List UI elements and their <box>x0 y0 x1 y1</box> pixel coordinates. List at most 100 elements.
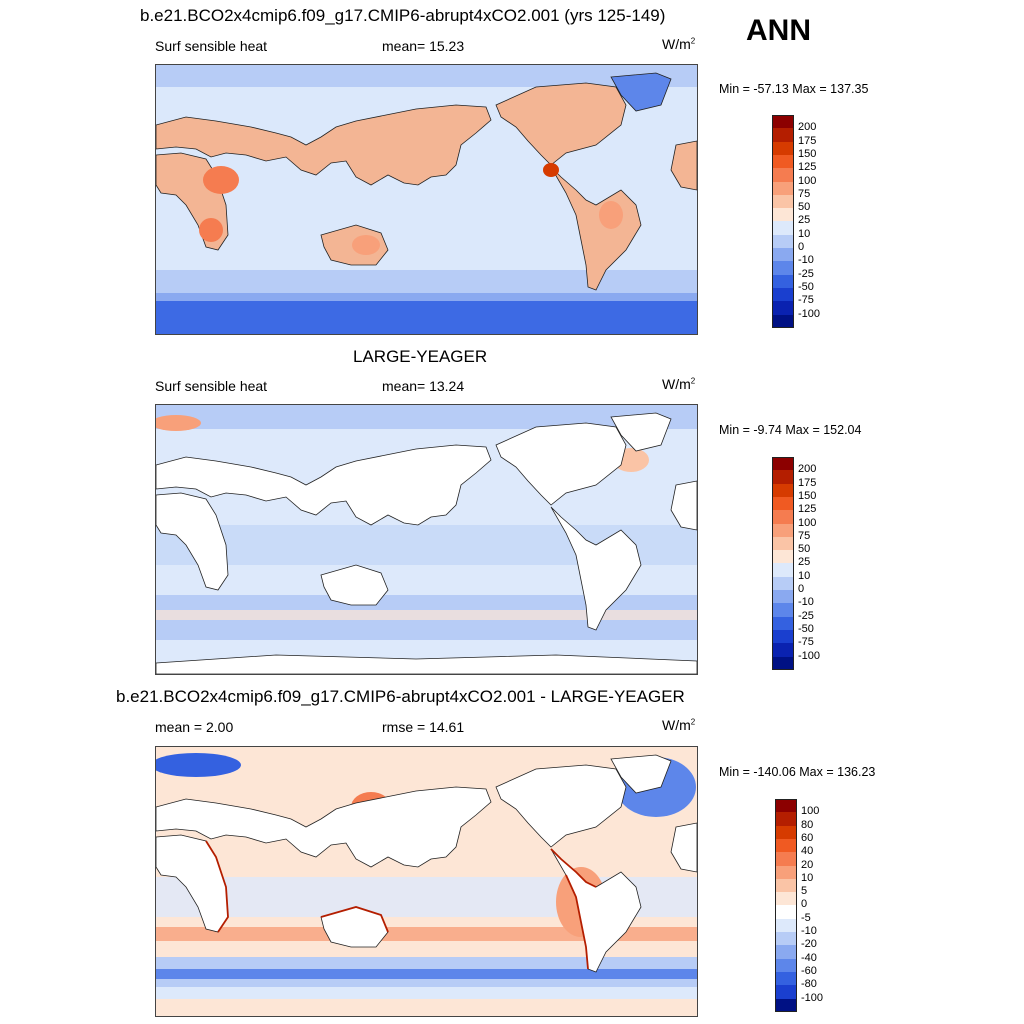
colorbar-swatch <box>775 812 797 827</box>
colorbar-tick-label: 25 <box>798 556 811 569</box>
colorbar-swatch <box>772 274 794 289</box>
colorbar-tick-label: -20 <box>801 938 817 951</box>
colorbar-tick-label: -40 <box>801 951 817 964</box>
colorbar-swatch <box>772 563 794 578</box>
colorbar-swatch <box>772 523 794 538</box>
colorbar-swatch <box>772 194 794 209</box>
panel1-minmax: Min = -57.13 Max = 137.35 <box>719 82 869 96</box>
colorbar-swatch <box>775 892 797 906</box>
panel2-variable-label: Surf sensible heat <box>155 378 268 394</box>
colorbar-swatch <box>772 496 794 511</box>
panel3-mean-label: mean = 2.00 <box>155 719 234 735</box>
colorbar-swatch <box>775 932 797 946</box>
colorbar-tick-label: 125 <box>798 503 817 516</box>
colorbar-swatch <box>775 852 797 866</box>
colorbar-swatch <box>772 248 794 262</box>
colorbar-swatch <box>772 483 794 498</box>
colorbar-swatch <box>772 643 794 657</box>
panel2-title: LARGE-YEAGER <box>353 347 488 366</box>
colorbar-tick-label: 175 <box>798 476 817 489</box>
colorbar-swatch <box>772 510 794 524</box>
colorbar-swatch <box>772 287 794 302</box>
panel3-minmax: Min = -140.06 Max = 136.23 <box>719 765 876 779</box>
colorbar-swatch <box>775 905 797 920</box>
colorbar-tick-label: -60 <box>801 964 817 977</box>
colorbar-tick-label: -50 <box>798 622 814 635</box>
panel3-map <box>155 746 698 1017</box>
colorbar-tick-label: 10 <box>798 227 811 240</box>
colorbar-swatch <box>772 603 794 618</box>
colorbar-tick-label: -100 <box>801 991 824 1004</box>
panel1-title: b.e21.BCO2x4cmip6.f09_g17.CMIP6-abrupt4x… <box>140 6 666 25</box>
colorbar-swatch <box>772 261 794 276</box>
colorbar-tick-label: 150 <box>798 147 817 160</box>
panel3-rmse-label: rmse = 14.61 <box>382 719 465 735</box>
colorbar-swatch <box>772 616 794 631</box>
panel1-continents <box>156 82 697 291</box>
colorbar-tick-label: -80 <box>801 978 817 991</box>
colorbar-swatch <box>775 825 797 840</box>
colorbar-tick-label: 60 <box>801 831 814 844</box>
panel2-minmax: Min = -9.74 Max = 152.04 <box>719 423 862 437</box>
colorbar-swatch <box>772 470 794 485</box>
panel3-continents <box>156 754 697 973</box>
colorbar-tick-label: -75 <box>798 294 814 307</box>
colorbar-swatch <box>775 971 797 986</box>
colorbar-swatch <box>772 576 794 591</box>
colorbar-tick-label: -25 <box>798 267 814 280</box>
colorbar-tick-label: 150 <box>798 489 817 502</box>
colorbar-swatch <box>775 799 797 813</box>
colorbar-swatch <box>772 457 794 471</box>
colorbar-tick-label: 80 <box>801 818 814 831</box>
panel3-units: W/m2 <box>662 717 696 733</box>
colorbar-tick-label: -100 <box>798 307 821 320</box>
colorbar-tick-label: 100 <box>798 516 817 529</box>
colorbar-swatch <box>772 208 794 222</box>
colorbar-swatch <box>775 998 797 1013</box>
colorbar-swatch <box>772 168 794 182</box>
colorbar-tick-label: 20 <box>801 858 814 871</box>
colorbar-tick-label: 125 <box>798 161 817 174</box>
colorbar-swatch <box>775 958 797 973</box>
colorbar-tick-label: 200 <box>798 463 817 476</box>
panel2-continents <box>156 412 697 674</box>
colorbar-swatch <box>775 878 797 893</box>
colorbar-tick-label: -10 <box>798 254 814 267</box>
colorbar-tick-label: -25 <box>798 609 814 622</box>
colorbar-tick-label: -5 <box>801 911 811 924</box>
colorbar-tick-label: 0 <box>798 241 805 253</box>
colorbar-swatch <box>772 128 794 143</box>
colorbar-swatch <box>772 550 794 564</box>
colorbar-tick-label: 200 <box>798 121 817 134</box>
colorbar-swatch <box>775 985 797 999</box>
colorbar-tick-label: -10 <box>801 925 817 937</box>
colorbar-tick-label: -75 <box>798 636 814 649</box>
colorbar-tick-label: 5 <box>801 885 808 898</box>
colorbar-tick-label: 10 <box>798 569 811 582</box>
panel2-mean-label: mean= 13.24 <box>382 378 465 394</box>
colorbar-swatch <box>775 838 797 853</box>
colorbar-swatch <box>772 629 794 644</box>
panel2-units: W/m2 <box>662 376 696 392</box>
colorbar-swatch <box>772 536 794 551</box>
colorbar-swatch <box>772 656 794 671</box>
colorbar-tick-label: 10 <box>801 871 814 884</box>
colorbar-swatch <box>772 301 794 315</box>
colorbar-swatch <box>775 918 797 933</box>
panel1-arctic-band <box>156 65 697 87</box>
panel1-variable-label: Surf sensible heat <box>155 38 268 54</box>
colorbar-tick-label: -100 <box>798 649 821 662</box>
colorbar-swatch <box>775 865 797 880</box>
colorbar-swatch <box>772 221 794 236</box>
panel3-title: b.e21.BCO2x4cmip6.f09_g17.CMIP6-abrupt4x… <box>116 687 685 706</box>
panel1-units: W/m2 <box>662 36 696 52</box>
colorbar-tick-label: 175 <box>798 134 817 147</box>
colorbar-tick-label: 100 <box>798 174 817 187</box>
colorbar-tick-label: 75 <box>798 187 811 200</box>
season-label: ANN <box>746 14 811 47</box>
colorbar-swatch <box>772 141 794 156</box>
colorbar-tick-label: -10 <box>798 596 814 609</box>
colorbar-tick-label: -50 <box>798 280 814 293</box>
colorbar-swatch <box>772 590 794 604</box>
colorbar-tick-label: 75 <box>798 529 811 542</box>
